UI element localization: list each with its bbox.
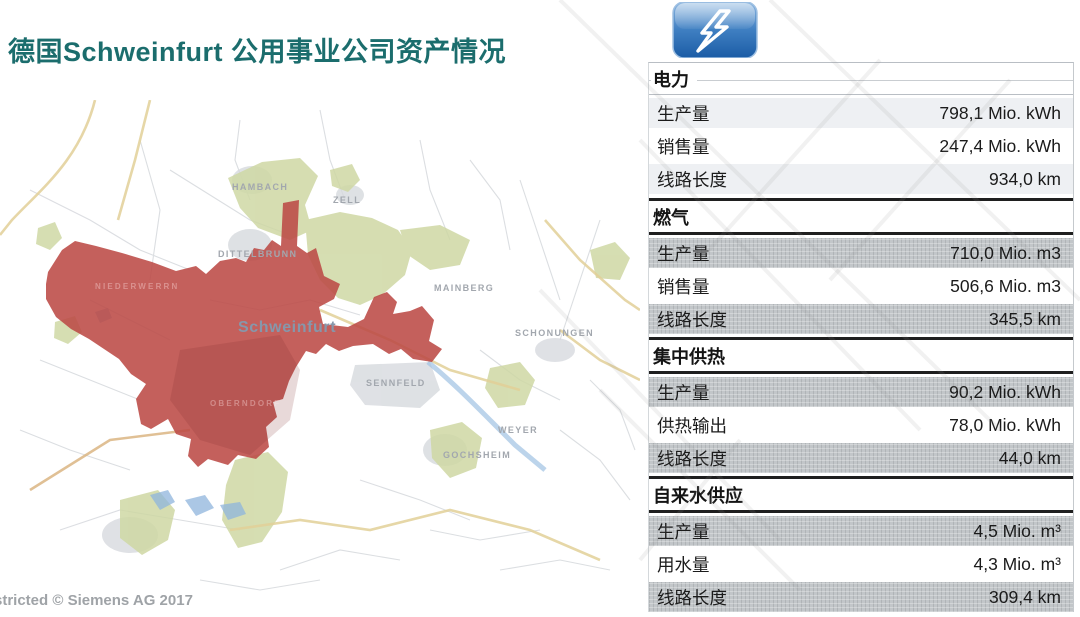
map-water bbox=[95, 308, 547, 520]
asset-table: 电力 生产量 798,1 Mio. kWh 销售量 247,4 Mio. kWh… bbox=[648, 62, 1074, 612]
row-label: 线路长度 bbox=[657, 169, 727, 190]
row-value: 44,0 km bbox=[998, 447, 1061, 468]
section-header-gas: 燃气 bbox=[653, 207, 689, 228]
electricity-icon bbox=[672, 2, 758, 58]
section-title: 电力 bbox=[651, 65, 697, 92]
table-row: 线路长度 44,0 km bbox=[649, 443, 1073, 473]
row-value: 934,0 km bbox=[989, 168, 1061, 189]
row-label: 销售量 bbox=[657, 136, 710, 157]
row-label: 生产量 bbox=[657, 243, 710, 264]
section-header-water-supply: 自来水供应 bbox=[653, 485, 743, 506]
page-title: 德国Schweinfurt 公用事业公司资产情况 bbox=[8, 37, 507, 67]
row-value: 345,5 km bbox=[989, 308, 1061, 329]
table-row: 线路长度 345,5 km bbox=[649, 304, 1073, 334]
table-row: 生产量 4,5 Mio. m³ bbox=[649, 516, 1073, 546]
map-label-schweinfurt: Schweinfurt bbox=[238, 319, 336, 336]
map-label-zell: ZELL bbox=[333, 195, 361, 205]
map-label-weyer: WEYER bbox=[498, 425, 538, 435]
row-value: 247,4 Mio. kWh bbox=[939, 135, 1061, 156]
row-value: 309,4 km bbox=[989, 586, 1061, 607]
map-orange-road bbox=[29, 428, 191, 492]
row-label: 销售量 bbox=[657, 276, 710, 297]
row-label: 生产量 bbox=[657, 103, 710, 124]
row-value: 506,6 Mio. m3 bbox=[950, 275, 1061, 296]
table-row: 供热输出 78,0 Mio. kWh bbox=[649, 410, 1073, 440]
divider bbox=[649, 510, 1073, 513]
table-row: 销售量 506,6 Mio. m3 bbox=[649, 271, 1073, 301]
row-label: 线路长度 bbox=[657, 309, 727, 330]
row-label: 线路长度 bbox=[657, 448, 727, 469]
row-label: 用水量 bbox=[657, 554, 710, 575]
section-header-electricity: 电力 bbox=[649, 63, 1073, 95]
row-label: 生产量 bbox=[657, 382, 710, 403]
row-label: 线路长度 bbox=[657, 587, 727, 608]
divider bbox=[649, 198, 1073, 201]
copyright-text: stricted © Siemens AG 2017 bbox=[0, 592, 193, 609]
divider bbox=[649, 337, 1073, 340]
row-value: 90,2 Mio. kWh bbox=[949, 381, 1061, 402]
map-label-schonungen: SCHONUNGEN bbox=[515, 328, 594, 338]
row-value: 4,3 Mio. m³ bbox=[973, 553, 1061, 574]
map-label-gochsheim: GOCHSHEIM bbox=[443, 450, 511, 460]
map-label-sennfeld: SENNFELD bbox=[366, 378, 426, 388]
map-label-mainberg: MAINBERG bbox=[434, 283, 494, 293]
row-label: 供热输出 bbox=[657, 415, 727, 436]
divider bbox=[649, 232, 1073, 235]
service-area-polygon bbox=[46, 200, 442, 467]
row-label: 生产量 bbox=[657, 521, 710, 542]
row-value: 798,1 Mio. kWh bbox=[939, 102, 1061, 123]
map-label-dittelbrunn: DITTELBRUNN bbox=[218, 249, 297, 259]
section-header-district-heating: 集中供热 bbox=[653, 346, 725, 367]
table-row: 生产量 90,2 Mio. kWh bbox=[649, 377, 1073, 407]
row-value: 710,0 Mio. m3 bbox=[950, 242, 1061, 263]
map-label-niederwerrn: NIEDERWERRN bbox=[95, 282, 180, 291]
table-row: 线路长度 309,4 km bbox=[649, 582, 1073, 612]
table-row: 线路长度 934,0 km bbox=[649, 164, 1073, 194]
table-row: 销售量 247,4 Mio. kWh bbox=[649, 131, 1073, 161]
table-row: 用水量 4,3 Mio. m³ bbox=[649, 549, 1073, 579]
map-label-oberndorf: OBERNDORF bbox=[210, 399, 281, 408]
row-value: 78,0 Mio. kWh bbox=[949, 414, 1061, 435]
divider bbox=[649, 371, 1073, 374]
map-label-hambach: HAMBACH bbox=[232, 182, 288, 192]
divider bbox=[649, 476, 1073, 479]
table-row: 生产量 798,1 Mio. kWh bbox=[649, 98, 1073, 128]
table-row: 生产量 710,0 Mio. m3 bbox=[649, 238, 1073, 268]
schweinfurt-map: Schweinfurt OBERNDORF NIEDERWERRN HAMBAC… bbox=[0, 100, 640, 591]
row-value: 4,5 Mio. m³ bbox=[973, 520, 1061, 541]
service-area-inner-shade bbox=[170, 335, 300, 455]
